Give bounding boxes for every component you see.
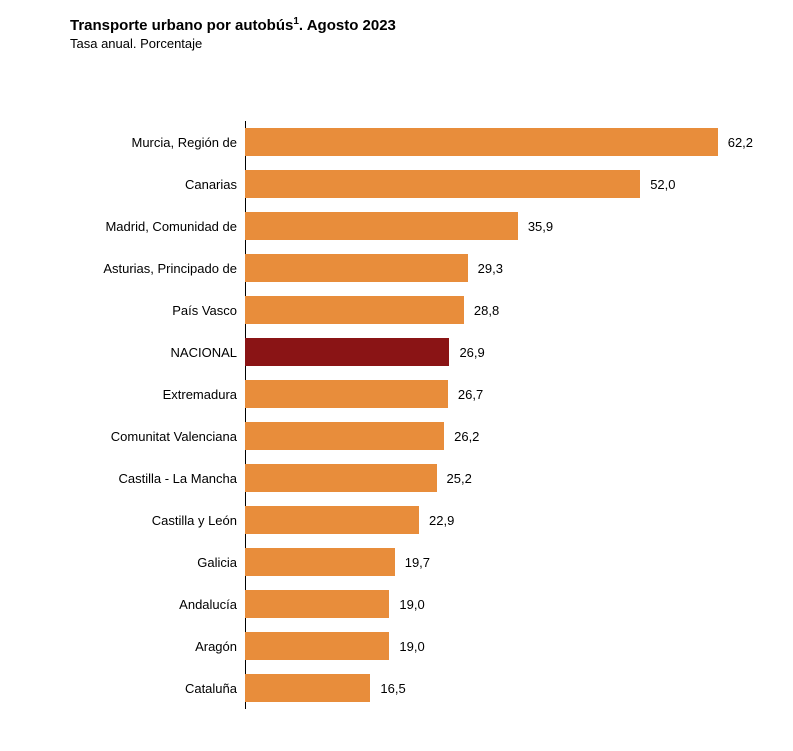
bar-row: Castilla y León 22,9 (70, 499, 773, 541)
chart-title-prefix: Transporte urbano por autobús (70, 17, 293, 34)
bar-value: 16,5 (380, 681, 405, 696)
bar-value: 19,0 (399, 597, 424, 612)
bar-value: 26,9 (459, 345, 484, 360)
bar-label: Asturias, Principado de (70, 261, 245, 276)
bar (245, 422, 444, 450)
bar-value: 62,2 (728, 135, 753, 150)
bar-area: 19,7 (245, 541, 773, 583)
bar-value: 26,2 (454, 429, 479, 444)
bar-value: 26,7 (458, 387, 483, 402)
bar-row: Canarias 52,0 (70, 163, 773, 205)
bar-label: Cataluña (70, 681, 245, 696)
bar-row: Galicia 19,7 (70, 541, 773, 583)
bar-value: 25,2 (447, 471, 472, 486)
bar-label: Galicia (70, 555, 245, 570)
bar-label: Comunitat Valenciana (70, 429, 245, 444)
bar (245, 548, 395, 576)
bar-area: 28,8 (245, 289, 773, 331)
bar-row: Aragón 19,0 (70, 625, 773, 667)
bar-area: 29,3 (245, 247, 773, 289)
bar-area: 62,2 (245, 121, 773, 163)
bar-label: NACIONAL (70, 345, 245, 360)
bar (245, 296, 464, 324)
bar-label: Extremadura (70, 387, 245, 402)
bar-value: 19,0 (399, 639, 424, 654)
bar-label: Castilla y León (70, 513, 245, 528)
bar-value: 52,0 (650, 177, 675, 192)
bar-row: Extremadura 26,7 (70, 373, 773, 415)
chart-subtitle: Tasa anual. Porcentaje (70, 36, 773, 51)
bar-label: Andalucía (70, 597, 245, 612)
bar-area: 25,2 (245, 457, 773, 499)
bar-value: 19,7 (405, 555, 430, 570)
bar-row: País Vasco 28,8 (70, 289, 773, 331)
bar-row: Castilla - La Mancha 25,2 (70, 457, 773, 499)
bar-label: Castilla - La Mancha (70, 471, 245, 486)
bar-area: 16,5 (245, 667, 773, 709)
bar (245, 674, 370, 702)
bar (245, 212, 518, 240)
bar-highlight (245, 338, 449, 366)
bar-area: 22,9 (245, 499, 773, 541)
bar (245, 380, 448, 408)
bar (245, 170, 640, 198)
bar (245, 254, 468, 282)
bar-row: Murcia, Región de 62,2 (70, 121, 773, 163)
bar-row: Andalucía 19,0 (70, 583, 773, 625)
bar-area: 26,7 (245, 373, 773, 415)
bar-value: 35,9 (528, 219, 553, 234)
bar-value: 28,8 (474, 303, 499, 318)
bar (245, 632, 389, 660)
bar-row: Comunitat Valenciana 26,2 (70, 415, 773, 457)
bar-row: Cataluña 16,5 (70, 667, 773, 709)
bar (245, 590, 389, 618)
bar-label: País Vasco (70, 303, 245, 318)
bar-area: 19,0 (245, 583, 773, 625)
bar-area: 52,0 (245, 163, 773, 205)
bar-chart: Murcia, Región de 62,2 Canarias 52,0 Madrid,… (70, 121, 773, 709)
bar-row: Madrid, Comunidad de 35,9 (70, 205, 773, 247)
bar (245, 128, 718, 156)
bar-value: 22,9 (429, 513, 454, 528)
bar-label: Murcia, Región de (70, 135, 245, 150)
bar-label: Madrid, Comunidad de (70, 219, 245, 234)
bar-row: Asturias, Principado de 29,3 (70, 247, 773, 289)
bar-label: Aragón (70, 639, 245, 654)
bar (245, 464, 437, 492)
bar-value: 29,3 (478, 261, 503, 276)
bar-area: 26,9 (245, 331, 773, 373)
bar (245, 506, 419, 534)
bar-area: 35,9 (245, 205, 773, 247)
chart-title-suffix: . Agosto 2023 (299, 17, 396, 34)
chart-title: Transporte urbano por autobús1. Agosto 2… (70, 16, 773, 34)
bar-area: 19,0 (245, 625, 773, 667)
bar-row: NACIONAL 26,9 (70, 331, 773, 373)
bar-label: Canarias (70, 177, 245, 192)
bar-area: 26,2 (245, 415, 773, 457)
